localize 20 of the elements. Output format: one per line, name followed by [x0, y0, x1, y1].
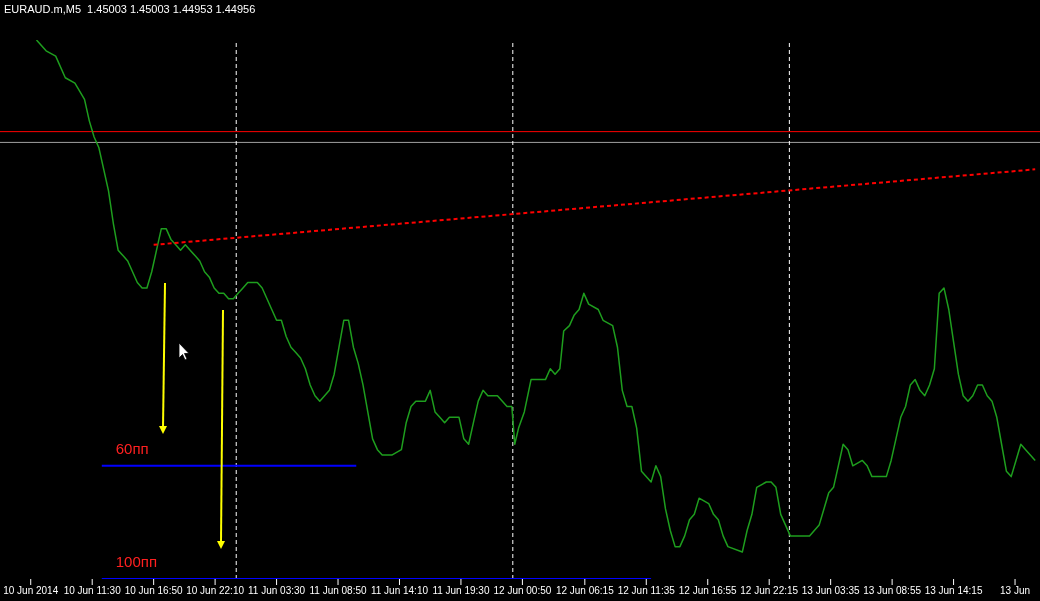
x-tick-label: 10 Jun 2014: [3, 585, 59, 597]
x-tick-label: 13 Jun: [1000, 585, 1031, 597]
x-tick-label: 12 Jun 16:55: [678, 585, 738, 597]
x-tick-label: 11 Jun 08:50: [309, 585, 367, 597]
x-tick-label: 11 Jun 19:30: [432, 585, 490, 597]
x-tick-label: 13 Jun 14:15: [924, 585, 983, 597]
x-tick-label: 13 Jun 03:35: [801, 585, 861, 597]
x-tick-label: 11 Jun 14:10: [370, 585, 429, 597]
x-tick-label: 12 Jun 11:35: [617, 585, 676, 597]
chart-title: EURAUD.m,M5 1.45003 1.45003 1.44953 1.44956: [4, 3, 256, 15]
x-tick-label: 12 Jun 00:50: [493, 585, 552, 597]
series-label: 60пп: [115, 439, 149, 457]
x-tick-label: 12 Jun 06:15: [555, 585, 615, 597]
x-tick-label: 10 Jun 16:50: [124, 585, 183, 597]
x-tick-label: 10 Jun 11:30: [63, 585, 122, 597]
x-tick-label: 11 Jun 03:30: [248, 585, 306, 597]
series-label: 100пп: [115, 553, 158, 570]
x-tick-label: 12 Jun 22:15: [740, 585, 799, 597]
x-tick-label: 13 Jun 08:55: [863, 585, 922, 597]
x-tick-label: 10 Jun 22:10: [186, 585, 245, 597]
